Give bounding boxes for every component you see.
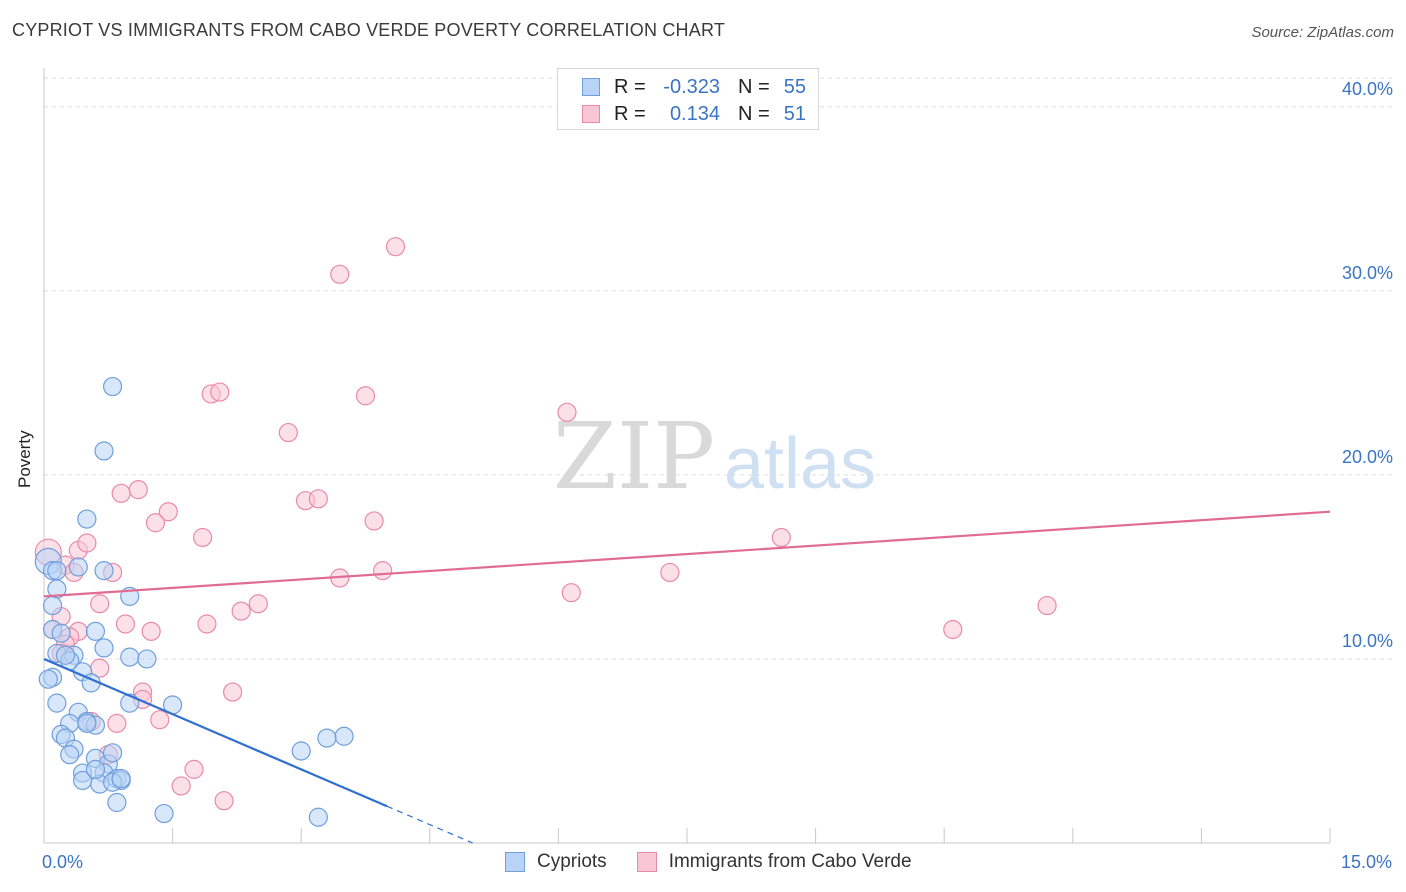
watermark-zip: ZIP [553,403,715,510]
cabo-verde-point [557,402,577,422]
cypriot-point [85,621,106,641]
cabo-verde-point [171,776,191,796]
legend-r-value: 0.134 [669,102,720,125]
cabo-verde-point [364,511,384,531]
cabo-verde-point [231,601,251,621]
y-tick-label: 30.0% [1342,263,1393,283]
cypriot-trend-extension [386,805,473,844]
cabo-verde-point [308,489,328,509]
cypriot-point [94,561,114,581]
cabo-verde-point [771,527,791,548]
x-tick-label-min: 0.0% [42,852,84,872]
cypriot-point [42,595,63,616]
series-swatch-pink [636,852,657,872]
watermark-atlas: atlas [724,424,876,504]
y-tick-label: 20.0% [1342,447,1393,467]
source-label: Source: ZipAtlas.com [1251,24,1394,41]
cypriot-point [77,713,97,733]
legend-r-label: R = [614,75,646,98]
cabo-verde-point [111,483,131,503]
y-tick-label: 40.0% [1342,79,1393,99]
cypriot-point [38,669,58,689]
legend-n-label: N = [738,102,770,125]
cypriot-point [317,728,337,748]
x-tick-label-max: 15.0% [1340,852,1392,872]
cabo-verde-point [210,382,230,402]
legend-n-label: N = [738,75,770,98]
cypriot-point [68,557,88,577]
cabo-verde-point [373,561,393,581]
cypriot-point [334,726,354,746]
cabo-verde-point [330,264,350,284]
chart-title: CYPRIOT VS IMMIGRANTS FROM CABO VERDE PO… [12,20,726,40]
legend-row-cypriots: R = -0.323 N = 55 [582,75,806,99]
cypriot-point [154,803,174,824]
cypriot-point [94,441,114,461]
cabo-verde-point [128,480,148,500]
cypriot-point [107,792,127,813]
cypriot-point [60,745,80,765]
cypriot-point [85,759,106,779]
y-axis-label: Poverty [15,430,34,488]
legend-swatch-pink [582,105,600,123]
cabo-verde-point [278,422,298,443]
cabo-verde-point [107,713,127,733]
cabo-verde-point [184,759,204,779]
cabo-verde-point [223,682,243,702]
cabo-verde-point [197,614,217,634]
cypriot-point [77,509,97,529]
series-name: Cypriots [537,851,607,872]
cabo-verde-point [214,791,234,811]
correlation-legend: R = -0.323 N = 55 R = 0.134 N = 51 [557,68,819,130]
cypriot-point [51,623,71,643]
cabo-verde-point [115,614,136,634]
cabo-verde-point [248,594,268,614]
legend-r-label: R = [614,102,646,125]
cabo-verde-point [150,710,170,730]
cabo-verde-point [77,533,97,553]
cabo-verde-point [141,621,161,641]
series-legend: Cypriots Immigrants from Cabo Verde [505,851,942,873]
cabo-verde-point [158,502,178,522]
cabo-verde-point [561,583,581,603]
cypriot-point [47,693,67,713]
cabo-verde-point [145,513,166,533]
cabo-verde-point [385,237,406,257]
series-name: Immigrants from Cabo Verde [668,851,912,872]
cabo-verde-point [355,386,376,406]
legend-swatch-blue [582,78,600,96]
cypriot-point [55,645,76,665]
legend-r-value: -0.323 [663,75,720,98]
series-swatch-blue [505,852,525,872]
cypriot-point [137,649,157,669]
cypriot-point [111,768,131,789]
cabo-verde-point [943,619,963,640]
cypriot-point [102,743,123,763]
cypriot-point [94,638,114,658]
cabo-verde-point [1037,595,1057,616]
cypriot-trend-line [43,657,388,808]
y-tick-label: 10.0% [1342,631,1393,651]
cypriot-point [120,647,140,667]
cypriot-point [47,561,67,581]
legend-n-value: 51 [783,102,806,125]
legend-row-cabo-verde: R = 0.134 N = 51 [582,102,806,126]
legend-n-value: 55 [783,75,806,98]
cabo-verde-point [660,562,680,583]
cypriot-point [102,376,123,397]
cabo-verde-point [90,594,110,614]
cypriot-point [291,741,311,761]
series-legend-cabo-verde[interactable]: Immigrants from Cabo Verde [636,851,912,873]
cabo-verde-point [193,527,213,548]
series-legend-cypriots[interactable]: Cypriots [505,851,607,873]
cabo-verde-trend-line [43,510,1331,598]
cypriot-point [308,807,328,827]
